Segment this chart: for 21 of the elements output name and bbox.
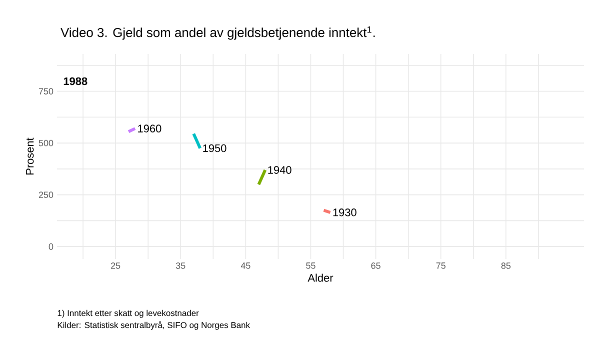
series-label: 1930 [333,208,356,216]
x-tick-label: 85 [501,262,511,269]
y-tick-label: 750 [38,88,54,94]
y-tick-label: 500 [38,140,54,146]
text: Kilder: Statistisk sentralbyrå, SIFO og Norges Bank [58,321,250,330]
x-tick-label: 55 [306,262,316,269]
series-label: 1960 [138,124,162,132]
x-tick-label: 45 [240,262,250,269]
x-tick-label: 65 [371,262,380,269]
x-tick-label: 35 [176,262,186,269]
x-tick-label: 25 [111,262,120,269]
y-tick-label: 250 [38,192,54,198]
x-tick-label: 75 [436,262,446,269]
text: 1) Inntekt etter skatt og levekostnader [58,310,199,318]
y-axis-title: Prosent [26,138,34,174]
annotation: 1988 [64,77,88,86]
series-label: 1940 [268,166,292,174]
chart-title: Video 3. Gjeld som andel av gjeldsbetjenende inntekt$^{1}$. [60,26,375,40]
x-axis-title: Alder [308,274,334,282]
series-label: 1950 [203,144,226,152]
y-tick-label: 0 [48,243,54,250]
